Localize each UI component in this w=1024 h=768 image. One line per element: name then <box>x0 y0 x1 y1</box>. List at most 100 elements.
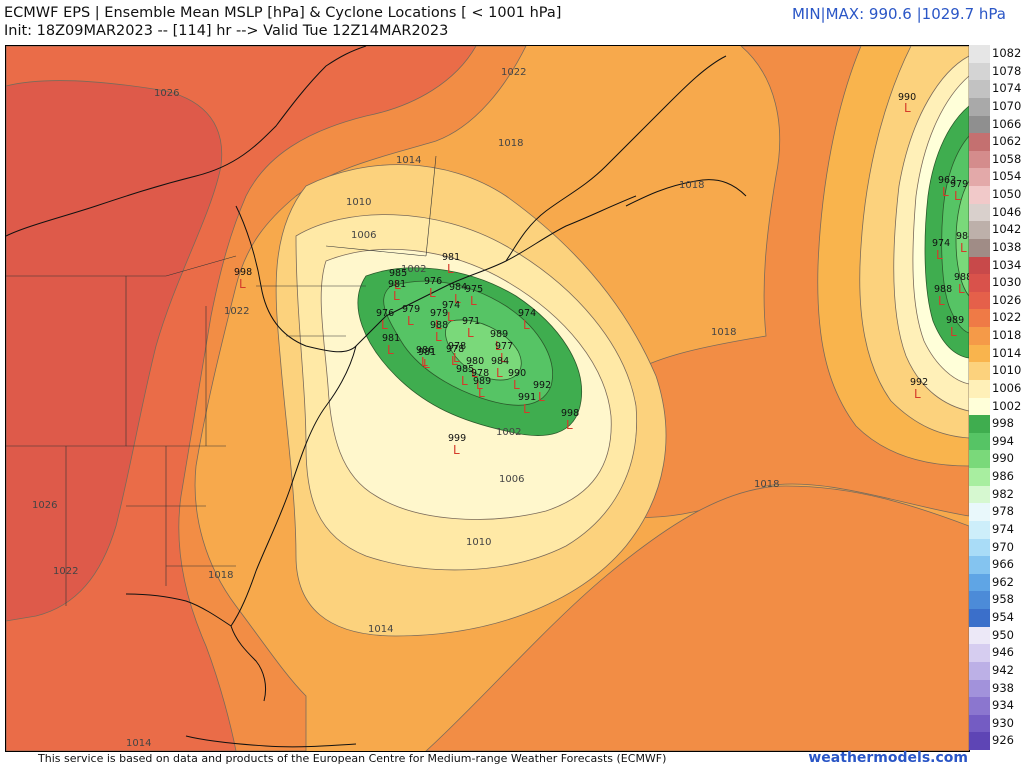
colorbar-level: 930 <box>969 714 1024 733</box>
colorbar-swatch <box>969 538 990 557</box>
colorbar-level: 1074 <box>969 80 1024 98</box>
colorbar-swatch <box>969 45 990 63</box>
svg-text:L: L <box>435 330 442 344</box>
svg-text:L: L <box>435 318 442 332</box>
colorbar-level: 938 <box>969 679 1024 698</box>
svg-text:L: L <box>387 343 394 357</box>
colorbar-swatch <box>969 591 990 609</box>
colorbar-level: 982 <box>969 485 1024 504</box>
colorbar-label: 994 <box>992 433 1014 448</box>
svg-text:971: 971 <box>462 316 480 327</box>
svg-text:988: 988 <box>954 272 969 283</box>
svg-text:990: 990 <box>508 368 526 379</box>
colorbar-level: 1026 <box>969 291 1024 310</box>
svg-text:981: 981 <box>442 252 460 263</box>
svg-text:L: L <box>914 387 921 401</box>
colorbar-label: 970 <box>992 539 1014 554</box>
colorbar-label: 1066 <box>992 116 1022 131</box>
colorbar-swatch <box>969 362 990 380</box>
colorbar-level: 994 <box>969 432 1024 451</box>
colorbar-level: 1046 <box>969 203 1024 222</box>
svg-text:L: L <box>478 386 485 400</box>
colorbar-label: 982 <box>992 486 1014 501</box>
colorbar-swatch <box>969 62 990 81</box>
colorbar-swatch <box>969 679 990 698</box>
colorbar-level: 1066 <box>969 115 1024 134</box>
colorbar-label: 1078 <box>992 63 1022 78</box>
colorbar-level: 1058 <box>969 150 1024 169</box>
svg-text:L: L <box>523 318 530 332</box>
svg-text:L: L <box>453 443 460 457</box>
map-canvas: 1026 1022 1018 1014 1010 1006 1002 1018 … <box>6 46 969 751</box>
svg-text:974: 974 <box>518 308 536 319</box>
svg-text:L: L <box>496 366 503 380</box>
colorbar-level: 978 <box>969 503 1024 521</box>
svg-text:976: 976 <box>424 276 442 287</box>
colorbar-level: 1042 <box>969 221 1024 239</box>
colorbar-label: 1062 <box>992 134 1022 149</box>
colorbar-level: 1070 <box>969 97 1024 116</box>
colorbar-label: 1014 <box>992 345 1022 360</box>
colorbar-swatch <box>969 485 990 504</box>
svg-text:L: L <box>421 355 428 369</box>
colorbar-swatch <box>969 644 990 662</box>
svg-text:978: 978 <box>446 344 464 355</box>
colorbar-label: 990 <box>992 451 1014 466</box>
colorbar-swatch <box>969 714 990 733</box>
colorbar-swatch <box>969 238 990 257</box>
colorbar-label: 962 <box>992 574 1014 589</box>
isobar-label: 1022 <box>53 566 78 577</box>
colorbar-label: 946 <box>992 645 1014 660</box>
colorbar-label: 1074 <box>992 81 1022 96</box>
field-east-990 <box>955 180 969 297</box>
brand-link[interactable]: weathermodels.com <box>808 750 968 766</box>
isobar-label: 1002 <box>401 264 426 275</box>
colorbar-swatch <box>969 468 990 486</box>
colorbar-label: 1022 <box>992 310 1022 325</box>
svg-text:974: 974 <box>932 238 950 249</box>
map-subtitle: Init: 18Z09MAR2023 -- [114] hr --> Valid… <box>4 23 449 39</box>
colorbar-swatch <box>969 520 990 539</box>
svg-text:989: 989 <box>473 376 491 387</box>
svg-text:L: L <box>476 378 483 392</box>
colorbar-label: 1038 <box>992 239 1022 254</box>
coastlines <box>6 46 747 748</box>
svg-text:979: 979 <box>402 304 420 315</box>
svg-text:988: 988 <box>430 320 448 331</box>
colorbar-level: 942 <box>969 661 1024 680</box>
colorbar-label: 1058 <box>992 151 1022 166</box>
colorbar-label: 1030 <box>992 275 1022 290</box>
svg-text:L: L <box>954 189 961 203</box>
svg-text:L: L <box>394 278 401 292</box>
isobar-label: 1010 <box>466 537 491 548</box>
svg-text:L: L <box>495 339 502 353</box>
isobar-labels: 1026 1022 1018 1014 1010 1006 1002 1018 … <box>32 67 779 749</box>
colorbar-level: 954 <box>969 609 1024 627</box>
isobar-label: 1026 <box>154 88 179 99</box>
svg-text:L: L <box>239 277 246 291</box>
svg-text:L: L <box>447 310 454 324</box>
svg-text:L: L <box>454 292 461 306</box>
svg-text:L: L <box>960 241 967 255</box>
svg-text:990: 990 <box>898 92 916 103</box>
isobar-label: 1002 <box>496 427 521 438</box>
colorbar-label: 1046 <box>992 204 1022 219</box>
colorbar-label: 958 <box>992 592 1014 607</box>
svg-text:985: 985 <box>456 364 474 375</box>
colorbar-label: 1034 <box>992 257 1022 272</box>
